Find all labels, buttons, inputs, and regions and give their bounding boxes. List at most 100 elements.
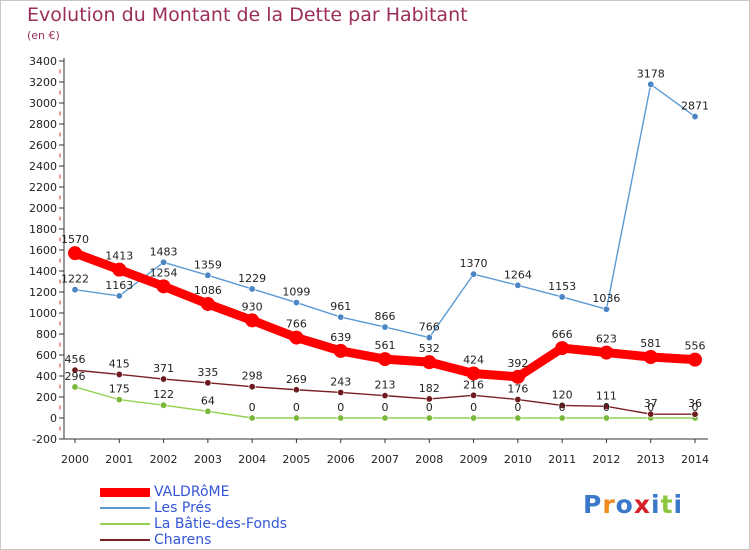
x-tick-label: 2012	[592, 453, 620, 466]
data-label: 1254	[150, 266, 178, 279]
data-label: 182	[419, 382, 440, 395]
data-label: 298	[242, 370, 263, 383]
legend-swatch-la-batie-des-fonds	[100, 523, 150, 525]
legend-item-la-batie-des-fonds: La Bâtie-des-Fonds	[100, 516, 287, 532]
data-point	[381, 392, 389, 400]
data-point	[248, 285, 256, 293]
data-point	[422, 355, 437, 370]
data-label: 0	[382, 401, 389, 414]
data-point	[71, 286, 79, 294]
data-label: 0	[514, 401, 521, 414]
data-label: 1086	[194, 284, 222, 297]
data-point	[289, 330, 304, 345]
x-tick-label: 2009	[460, 453, 488, 466]
data-point	[691, 113, 699, 121]
data-label: 1264	[504, 268, 532, 281]
logo-letter: x	[633, 490, 651, 519]
x-tick-label: 2001	[105, 453, 133, 466]
data-point	[558, 414, 566, 422]
x-tick-label: 2007	[371, 453, 399, 466]
data-label: 0	[337, 401, 344, 414]
data-point	[470, 414, 478, 422]
data-label: 36	[688, 397, 702, 410]
data-label: 37	[644, 397, 658, 410]
data-point	[688, 352, 702, 367]
legend-swatch-charens	[100, 539, 150, 541]
data-label: 0	[293, 401, 300, 414]
data-label: 120	[552, 388, 573, 401]
data-label: 175	[109, 383, 130, 396]
data-point	[160, 375, 168, 383]
data-label: 0	[647, 401, 654, 414]
y-tick-label: 2200	[29, 181, 57, 194]
data-label: 0	[692, 401, 699, 414]
data-point	[115, 292, 123, 300]
data-label: 456	[65, 353, 86, 366]
data-label: 766	[286, 318, 307, 331]
data-point	[292, 386, 300, 394]
chart-title: Evolution du Montant de la Dette par Hab…	[27, 4, 468, 26]
y-tick-label: 0	[50, 412, 57, 425]
legend-label-charens: Charens	[154, 532, 212, 548]
logo-letter: o	[615, 490, 634, 519]
y-tick-label: 2600	[29, 139, 57, 152]
legend-label-la-batie-des-fonds: La Bâtie-des-Fonds	[154, 516, 288, 532]
x-tick-label: 2003	[194, 453, 222, 466]
y-tick-label: 2400	[29, 160, 57, 173]
data-label: 3178	[637, 67, 665, 80]
y-tick-label: 1000	[29, 307, 57, 320]
legend-item-charens: Charens	[100, 532, 287, 548]
y-tick-label: 3000	[29, 97, 57, 110]
data-point	[425, 334, 433, 342]
data-label: 0	[470, 401, 477, 414]
data-label: 581	[640, 337, 661, 350]
data-label: 0	[603, 401, 610, 414]
data-label: 766	[419, 321, 440, 334]
data-point	[68, 246, 82, 261]
data-label: 111	[596, 389, 617, 402]
x-tick-label: 2000	[61, 453, 89, 466]
data-point	[514, 281, 522, 289]
data-point	[691, 410, 699, 418]
data-point	[647, 410, 655, 418]
data-point	[425, 414, 433, 422]
data-label: 1370	[460, 257, 488, 270]
data-point	[112, 262, 127, 277]
data-label: 1222	[61, 273, 89, 286]
x-tick-label: 2014	[681, 453, 709, 466]
legend-label-les-pres: Les Prés	[154, 500, 212, 516]
data-point	[381, 414, 389, 422]
y-tick-label: 3400	[29, 55, 57, 68]
data-point	[245, 313, 260, 328]
logo-letter: P	[583, 490, 603, 519]
data-point	[292, 414, 300, 422]
data-label: 1153	[548, 280, 576, 293]
data-point	[204, 379, 212, 387]
data-label: 424	[463, 353, 484, 366]
data-point	[160, 258, 168, 266]
data-point	[510, 369, 525, 384]
y-tick-label: 800	[36, 328, 57, 341]
x-tick-label: 2011	[548, 453, 576, 466]
data-label: 1483	[150, 245, 178, 258]
data-label: 2871	[681, 100, 709, 113]
data-point	[643, 349, 658, 364]
data-label: 0	[426, 401, 433, 414]
data-point	[425, 395, 433, 403]
legend-swatch-les-pres	[100, 507, 150, 509]
data-label: 1413	[105, 250, 133, 263]
data-label: 623	[596, 333, 617, 346]
data-label: 243	[330, 375, 351, 388]
legend-swatch-valdrome	[100, 487, 150, 497]
x-tick-label: 2002	[150, 453, 178, 466]
data-label: 371	[153, 362, 174, 375]
data-point	[337, 414, 345, 422]
legend-item-les-pres: Les Prés	[100, 500, 287, 516]
logo-letter: i	[673, 490, 684, 519]
data-point	[156, 279, 171, 294]
data-label: 1163	[105, 279, 133, 292]
x-tick-label: 2006	[327, 453, 355, 466]
data-point	[115, 396, 123, 404]
data-label: 556	[685, 340, 706, 353]
data-label: 122	[153, 388, 174, 401]
